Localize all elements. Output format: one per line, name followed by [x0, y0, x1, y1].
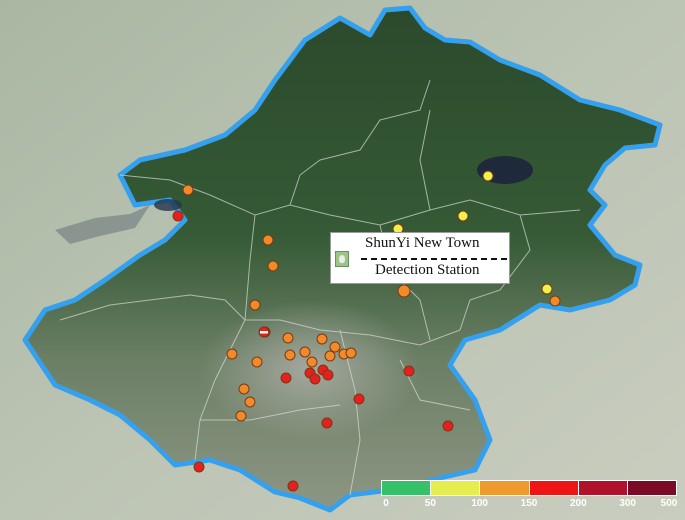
station-marker[interactable] — [329, 341, 341, 353]
station-marker[interactable] — [226, 348, 238, 360]
station-marker[interactable] — [267, 260, 279, 272]
station-marker[interactable] — [262, 234, 274, 246]
legend-tick-label: 50 — [424, 498, 436, 509]
legend-tick-label: 200 — [569, 498, 587, 509]
air-quality-stations — [172, 170, 561, 492]
aqi-legend: 0 50 100 150 200 300 500 — [381, 480, 677, 512]
callout-subtitle: Detection Station — [375, 262, 480, 278]
station-marker[interactable] — [353, 393, 365, 405]
legend-tick-label: 500 — [660, 498, 678, 509]
station-marker[interactable] — [316, 333, 328, 345]
station-marker[interactable] — [322, 369, 334, 381]
district-boundaries — [59, 79, 581, 496]
legend-segment — [480, 481, 530, 495]
station-marker[interactable] — [306, 356, 318, 368]
special-station-marker[interactable] — [258, 326, 270, 338]
station-marker[interactable] — [287, 480, 299, 492]
station-marker[interactable] — [457, 210, 469, 222]
callout-title: ShunYi New Town — [365, 235, 480, 251]
station-callout: ShunYi New Town Detection Station — [330, 232, 510, 284]
legend-segment — [627, 481, 677, 495]
station-marker[interactable] — [249, 299, 261, 311]
station-marker[interactable] — [403, 365, 415, 377]
legend-segment — [529, 481, 579, 495]
legend-segment — [431, 481, 481, 495]
station-marker[interactable] — [284, 349, 296, 361]
legend-tick-label: 100 — [471, 498, 488, 509]
station-marker[interactable] — [172, 210, 184, 222]
station-marker[interactable] — [244, 396, 256, 408]
station-marker[interactable] — [299, 346, 311, 358]
station-marker[interactable] — [541, 283, 553, 295]
station-marker[interactable] — [235, 410, 247, 422]
station-marker[interactable] — [442, 420, 454, 432]
station-marker[interactable] — [282, 332, 294, 344]
station-photo-icon — [335, 251, 349, 267]
legend-tick-label: 0 — [383, 498, 389, 509]
legend-segment — [382, 481, 432, 495]
station-marker[interactable] — [482, 170, 494, 182]
reservoir-west — [55, 205, 150, 244]
station-marker[interactable] — [309, 373, 321, 385]
callout-divider — [361, 258, 507, 260]
station-marker[interactable] — [182, 184, 194, 196]
station-marker[interactable] — [193, 461, 205, 473]
station-marker[interactable] — [345, 347, 357, 359]
legend-color-bar — [381, 480, 677, 496]
station-marker[interactable] — [238, 383, 250, 395]
legend-tick-label: 150 — [520, 498, 538, 509]
legend-segment — [578, 481, 628, 495]
station-marker[interactable] — [280, 372, 292, 384]
station-marker[interactable] — [549, 295, 561, 307]
station-marker[interactable] — [324, 350, 336, 362]
legend-tick-label: 300 — [619, 498, 636, 509]
lake-northwest — [154, 199, 182, 211]
station-marker[interactable] — [251, 356, 263, 368]
station-marker[interactable] — [397, 284, 411, 298]
station-marker[interactable] — [321, 417, 333, 429]
